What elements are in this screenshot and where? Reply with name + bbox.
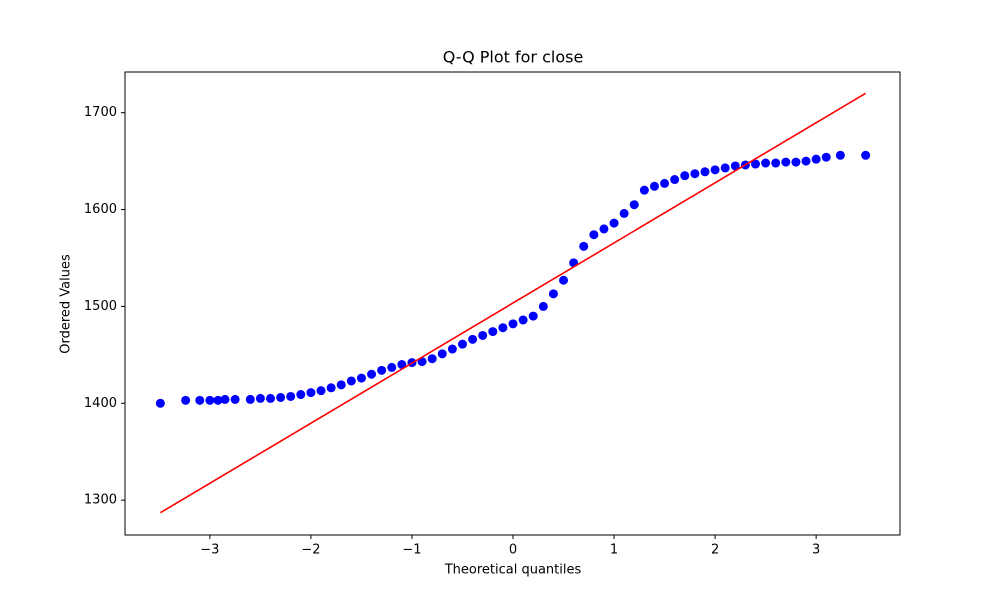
x-tick-label: −2 (301, 543, 320, 558)
point (213, 395, 223, 405)
y-tick-label: 1300 (84, 493, 117, 508)
point (356, 373, 366, 383)
y-tick-label: 1500 (84, 299, 117, 314)
point (276, 392, 286, 402)
point (296, 390, 306, 400)
y-tick-label: 1600 (84, 202, 117, 217)
point (457, 339, 467, 349)
y-tick-label: 1400 (84, 396, 117, 411)
point (427, 354, 437, 364)
point (326, 383, 336, 393)
chart-title: Q-Q Plot for close (443, 48, 584, 67)
point (660, 178, 670, 188)
point (751, 159, 761, 169)
plot-frame (124, 71, 901, 536)
point (680, 171, 690, 181)
point (397, 360, 407, 370)
point (447, 344, 457, 354)
point (700, 167, 710, 177)
point (801, 156, 811, 166)
point (488, 327, 498, 337)
x-tick-label: 1 (610, 543, 618, 558)
point (377, 365, 387, 375)
x-tick-label: −1 (402, 543, 421, 558)
point (417, 357, 427, 367)
point (720, 163, 730, 173)
point (690, 169, 700, 179)
point (245, 394, 255, 404)
y-axis-label: Ordered Values (59, 254, 74, 354)
point (518, 315, 528, 325)
x-tick-label: 2 (711, 543, 719, 558)
point (548, 289, 558, 299)
point (710, 165, 720, 175)
x-axis-label: Theoretical quantiles (444, 563, 582, 578)
point (559, 275, 569, 285)
point (629, 200, 639, 210)
x-tick-label: 3 (812, 543, 820, 558)
x-tick-label: 0 (509, 543, 517, 558)
y-tick-label: 1700 (84, 105, 117, 120)
point (791, 157, 801, 167)
point (336, 380, 346, 390)
point (730, 161, 740, 171)
point (771, 158, 781, 168)
point (205, 395, 215, 405)
point (538, 301, 548, 311)
point (181, 395, 191, 405)
point (478, 330, 488, 340)
point (508, 319, 518, 329)
point (528, 311, 538, 321)
point (437, 349, 447, 359)
point (306, 388, 316, 398)
point (255, 393, 265, 403)
point (316, 386, 326, 396)
point (266, 393, 276, 403)
point (649, 181, 659, 191)
point (761, 158, 771, 168)
point (835, 150, 845, 160)
x-tick-label: −3 (200, 543, 219, 558)
point (781, 157, 791, 167)
point (639, 185, 649, 195)
point (468, 334, 478, 344)
point (821, 152, 831, 162)
point (230, 394, 240, 404)
point (609, 218, 619, 228)
point (861, 150, 871, 160)
point (811, 154, 821, 164)
point (579, 241, 589, 251)
point (387, 362, 397, 372)
point (498, 323, 508, 333)
point (195, 395, 205, 405)
point (367, 369, 377, 379)
point (589, 230, 599, 240)
point (619, 208, 629, 218)
point (599, 224, 609, 234)
point (670, 175, 680, 185)
point (286, 391, 296, 401)
point (155, 398, 165, 408)
fit-line (159, 92, 867, 514)
point (346, 376, 356, 386)
point (220, 394, 230, 404)
